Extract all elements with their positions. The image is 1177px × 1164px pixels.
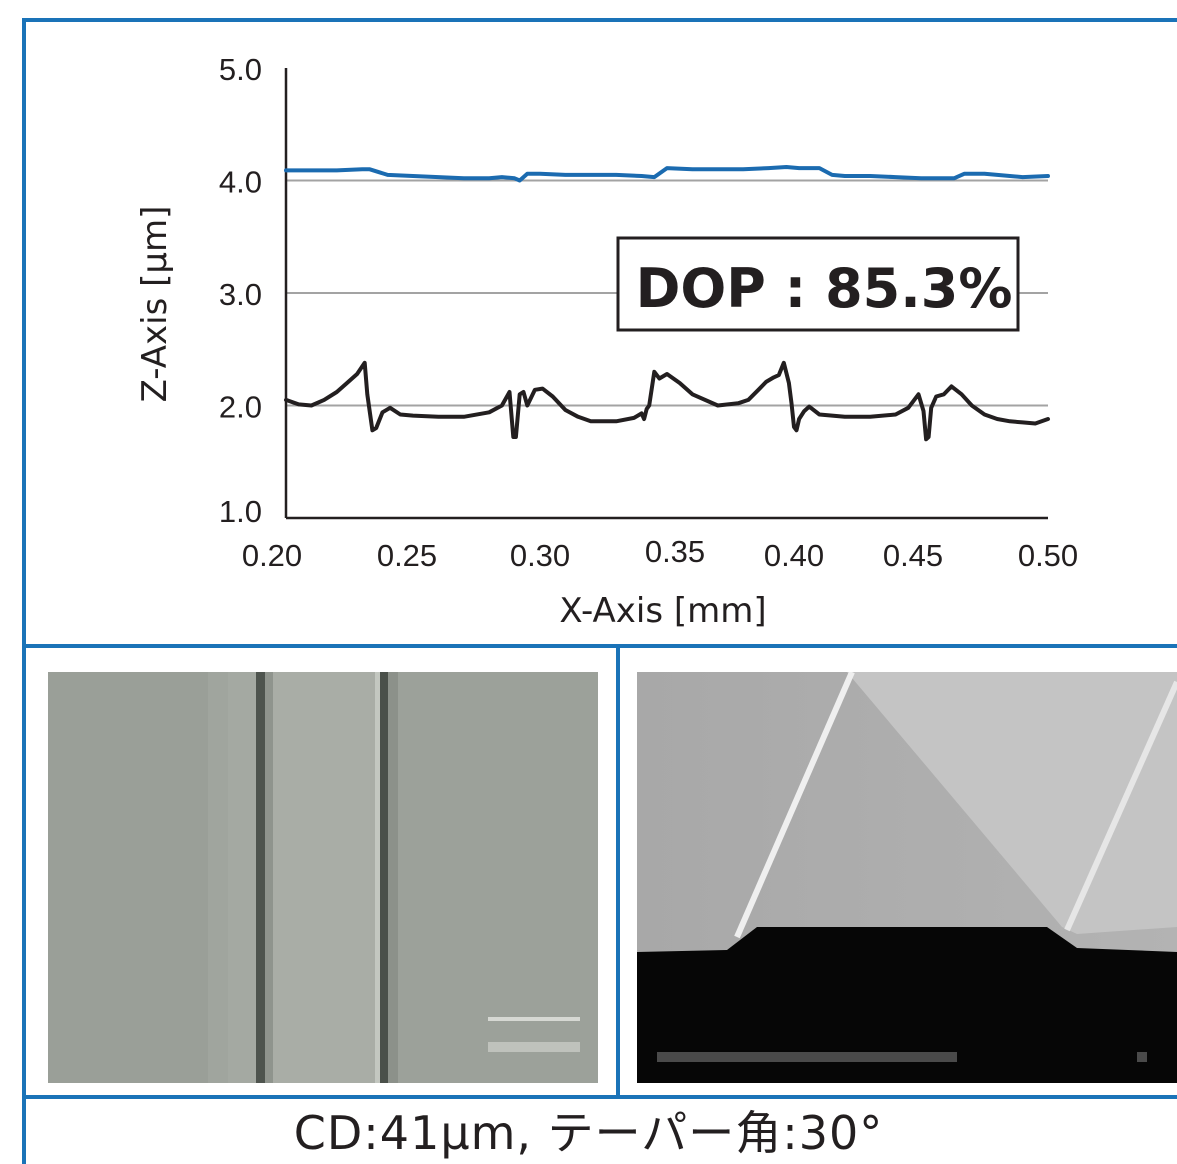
x-tick-label: 0.20 [242, 538, 302, 573]
frame-divider-bottom [22, 1095, 1177, 1099]
frame-left-border [22, 18, 26, 1164]
frame-divider-mid [22, 644, 1177, 648]
frame-image-divider [616, 648, 620, 1095]
x-axis-label: X-Axis [mm] [559, 591, 766, 631]
y-tick-label: 1.0 [219, 494, 262, 529]
x-tick-label: 0.50 [1018, 538, 1078, 573]
x-tick-labels: 0.20 0.25 0.30 0.35 0.40 0.45 0.50 [242, 534, 1078, 573]
chart-axes [284, 68, 1048, 520]
sem-micrograph [637, 672, 1177, 1083]
dop-annotation-text: DOP : 85.3% [636, 257, 1013, 320]
y-tick-label: 5.0 [219, 52, 262, 87]
caption-text: CD:41µm, テーパー角:30° [293, 1106, 884, 1160]
y-tick-label: 4.0 [219, 165, 262, 200]
x-tick-label: 0.25 [377, 538, 437, 573]
optical-micrograph [48, 672, 598, 1083]
y-tick-labels: 1.0 2.0 3.0 4.0 5.0 [219, 52, 262, 529]
x-tick-label: 0.35 [645, 534, 705, 569]
y-tick-label: 3.0 [219, 277, 262, 312]
x-tick-label: 0.45 [883, 538, 943, 573]
frame-top-border [22, 18, 1177, 22]
y-axis-label: Z-Axis [µm] [135, 206, 175, 403]
dop-annotation-box: DOP : 85.3% [616, 236, 1020, 332]
y-tick-label: 2.0 [219, 390, 262, 425]
chart-series [284, 165, 1050, 442]
surface-profile-chart: 1.0 2.0 3.0 4.0 5.0 0.20 0.25 0.30 0.35 0.40 0.45… [135, 52, 1078, 631]
x-tick-label: 0.30 [510, 538, 570, 573]
x-tick-label: 0.40 [764, 538, 824, 573]
series-line-top [284, 165, 1050, 183]
series-line-bottom [284, 360, 1050, 442]
